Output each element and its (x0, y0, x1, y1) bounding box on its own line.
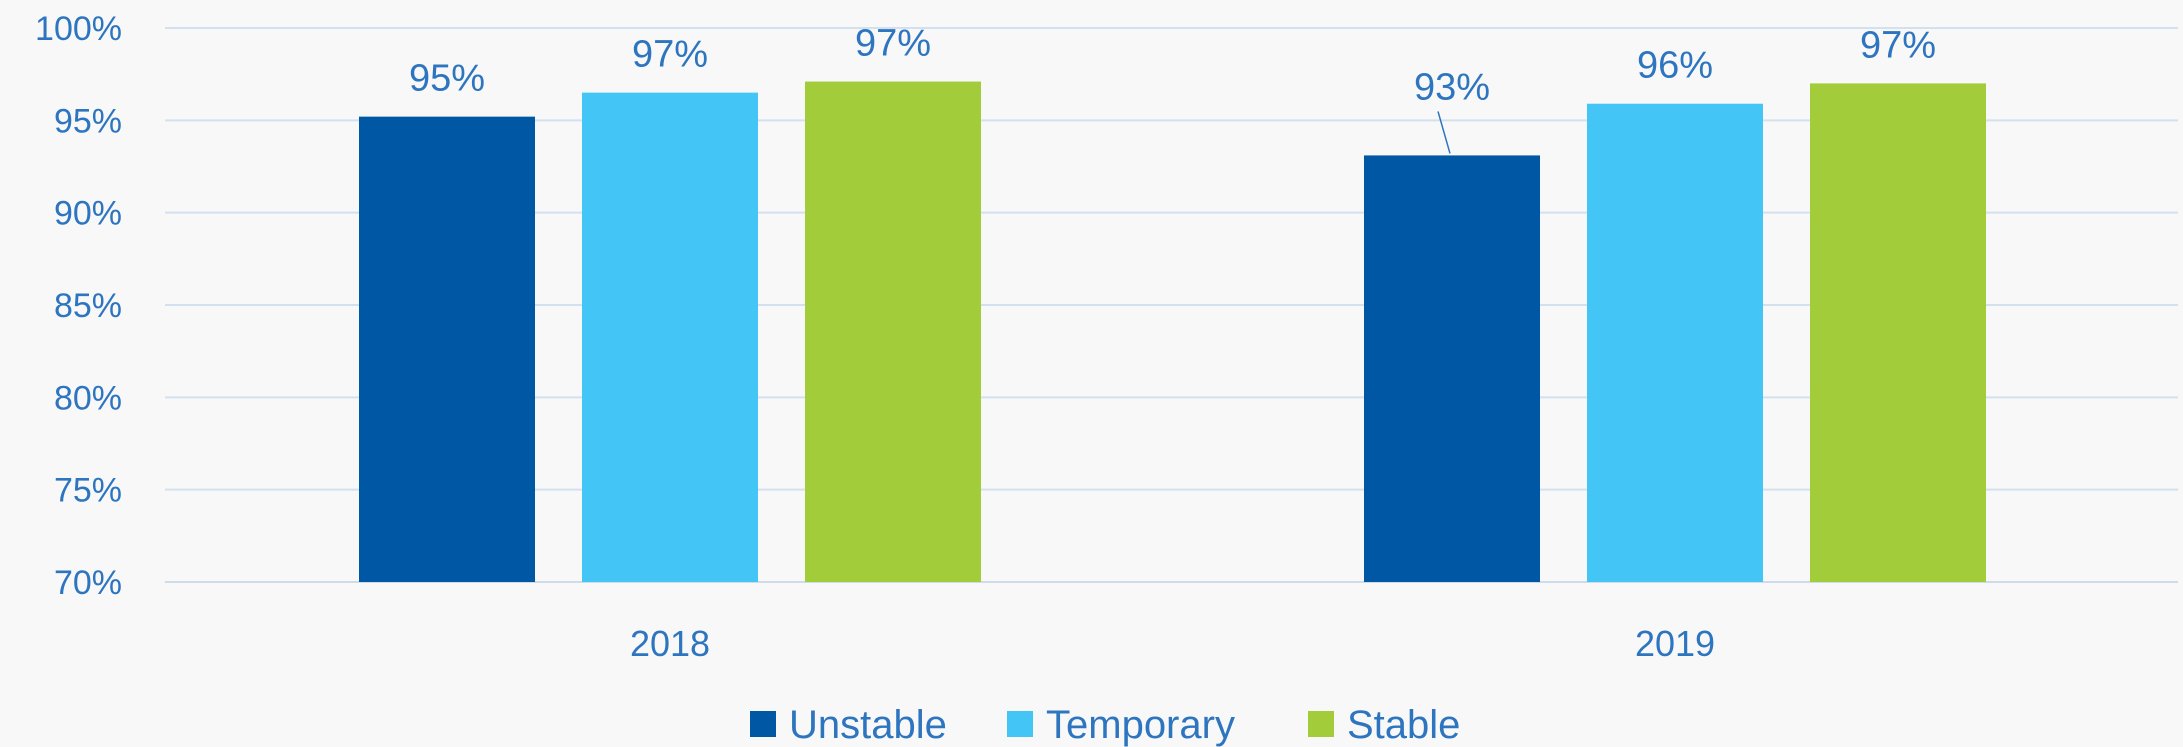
data-label-temporary-2019: 96% (1637, 45, 1713, 87)
y-tick-label: 70% (54, 564, 122, 602)
legend-item-temporary: Temporary (1007, 703, 1235, 747)
y-tick-label: 80% (54, 379, 122, 417)
bars (359, 81, 1986, 583)
data-label-stable-2018: 97% (855, 23, 931, 65)
y-tick-label: 85% (54, 287, 122, 325)
legend: Unstable Temporary Stable (750, 703, 1460, 747)
x-category-label: 2018 (630, 623, 710, 664)
bar-unstable-2019 (1364, 155, 1540, 583)
legend-swatch (1007, 711, 1033, 737)
y-tick-label: 95% (54, 102, 122, 140)
legend-label: Stable (1347, 703, 1460, 747)
y-axis-ticks: 100% 95% 90% 85% 80% 75% 70% (35, 10, 122, 602)
y-tick-label: 90% (54, 195, 122, 233)
bar-temporary-2019 (1587, 103, 1763, 583)
data-label-unstable-2019: 93% (1414, 66, 1490, 108)
data-label-unstable-2018: 95% (409, 58, 485, 100)
bar-temporary-2018 (582, 92, 758, 582)
data-label-stable-2019: 97% (1860, 24, 1936, 66)
legend-swatch (1308, 711, 1334, 737)
x-category-label: 2019 (1635, 623, 1715, 664)
bar-unstable-2018 (359, 116, 535, 582)
legend-item-stable: Stable (1308, 703, 1460, 747)
data-label-leader-line (1437, 111, 1451, 154)
y-tick-label: 75% (54, 472, 122, 510)
legend-swatch (750, 711, 776, 737)
y-tick-label: 100% (35, 10, 122, 48)
legend-item-unstable: Unstable (750, 703, 947, 747)
bar-stable-2018 (805, 81, 981, 582)
legend-label: Temporary (1046, 703, 1235, 747)
bar-stable-2019 (1810, 83, 1986, 583)
x-axis-categories: 2018 2019 (630, 623, 1715, 664)
legend-label: Unstable (789, 703, 947, 747)
data-label-temporary-2018: 97% (632, 34, 708, 76)
data-labels: 95% 97% 97% 93% 96% 97% (409, 23, 1936, 154)
